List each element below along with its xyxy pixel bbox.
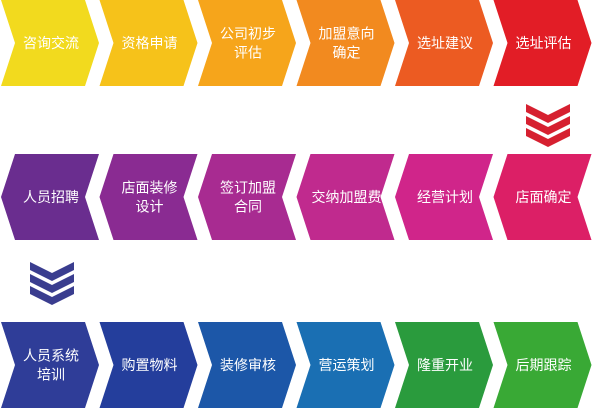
step-label-r2-4: 交纳加盟费 xyxy=(312,189,382,206)
step-chevron-r1-6 xyxy=(493,0,592,86)
down-chevron-left-stripe-1 xyxy=(30,262,74,281)
down-chevron-left-icon xyxy=(30,262,74,305)
step-chevron-r3-5 xyxy=(395,322,493,408)
step-chevron-r1-4 xyxy=(296,0,395,86)
down-chevron-right-stripe-3 xyxy=(526,128,570,147)
step-label-r1-3-line2: 评估 xyxy=(234,46,262,62)
step-label-r1-6: 选址评估 xyxy=(516,36,572,52)
step-chevron-r2-6 xyxy=(493,154,592,240)
step-chevron-r2-1 xyxy=(1,154,99,240)
step-chevron-r3-2 xyxy=(99,322,198,408)
step-chevron-r1-1 xyxy=(1,0,99,86)
step-chevron-r1-2 xyxy=(99,0,198,86)
down-chevron-left-stripe-3 xyxy=(30,286,74,305)
down-chevron-right-icon xyxy=(526,104,570,147)
step-label-r2-2-line2: 设计 xyxy=(136,200,164,216)
step-label-r3-2: 购置物料 xyxy=(122,358,178,374)
step-label-r2-6: 店面确定 xyxy=(516,190,572,206)
step-chevron-r1-5 xyxy=(395,0,493,86)
step-chevron-r2-3 xyxy=(198,154,296,240)
down-chevron-right-stripe-2 xyxy=(526,116,570,135)
step-label-r3-1-line1: 人员系统 xyxy=(23,349,79,365)
step-label-r1-2: 资格申请 xyxy=(122,36,178,52)
step-label-r2-5: 经营计划 xyxy=(417,190,473,206)
step-label-r3-5: 隆重开业 xyxy=(417,358,473,374)
down-chevron-left-stripe-2 xyxy=(30,274,74,293)
step-chevron-r3-1 xyxy=(1,322,99,408)
step-chevron-r3-3 xyxy=(198,322,296,408)
step-label-r2-3-line1: 签订加盟 xyxy=(220,180,276,197)
step-label-r1-3-line1: 公司初步 xyxy=(220,26,276,43)
step-chevron-r1-3 xyxy=(198,0,296,86)
step-label-r2-1: 人员招聘 xyxy=(23,190,79,206)
step-chevron-r2-5 xyxy=(395,154,493,240)
step-chevron-r2-4 xyxy=(296,154,395,240)
step-label-r2-3-line2: 合同 xyxy=(234,200,262,216)
step-label-r3-4: 营运策划 xyxy=(319,357,375,374)
step-label-r1-1: 咨询交流 xyxy=(23,35,79,52)
step-label-r2-2-line1: 店面装修 xyxy=(122,181,178,197)
step-label-r1-4-line2: 确定 xyxy=(333,46,361,62)
step-chevron-r3-6 xyxy=(493,322,592,408)
step-label-r3-1-line2: 培训 xyxy=(37,368,65,384)
step-label-r3-3: 装修审核 xyxy=(220,358,276,374)
step-label-r1-5: 选址建议 xyxy=(417,36,473,52)
down-chevron-right-stripe-1 xyxy=(526,104,570,123)
step-label-r1-4-line1: 加盟意向 xyxy=(319,26,375,43)
step-chevron-r3-4 xyxy=(296,322,395,408)
step-label-r3-6: 后期跟踪 xyxy=(516,358,572,374)
step-chevron-r2-2 xyxy=(99,154,198,240)
